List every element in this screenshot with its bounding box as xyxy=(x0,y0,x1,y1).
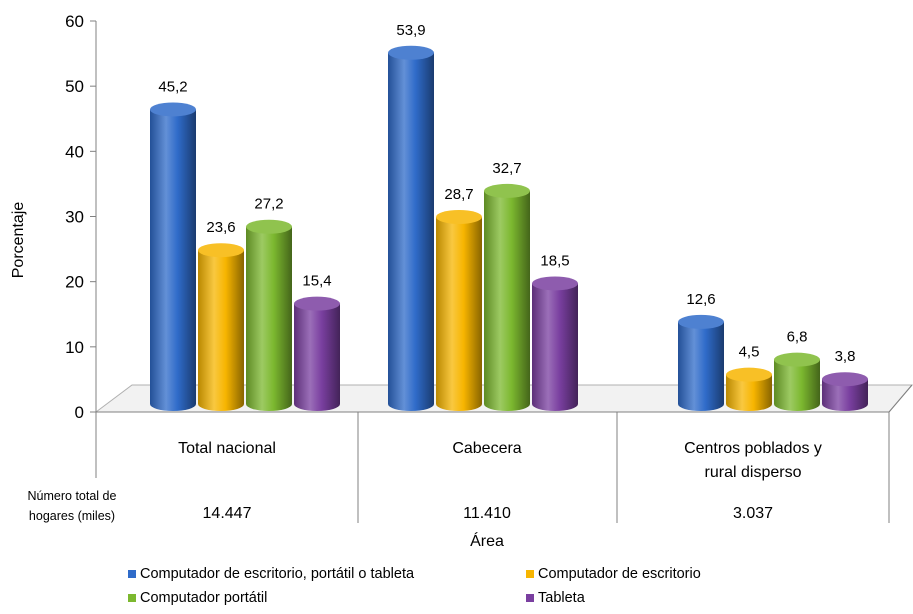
data-label: 12,6 xyxy=(686,291,715,308)
x-category-label: Total nacional xyxy=(178,440,276,457)
x-category-label: rural disperso xyxy=(705,464,802,481)
data-label: 18,5 xyxy=(540,252,569,269)
bar-body xyxy=(150,109,196,411)
legend-label: Computador de escritorio, portátil o tab… xyxy=(140,566,415,582)
legend-label: Computador portátil xyxy=(140,590,268,606)
legend-label: Computador de escritorio xyxy=(538,566,701,582)
data-label: 53,9 xyxy=(396,22,425,39)
bar-body xyxy=(774,359,820,411)
bar-top xyxy=(388,45,434,60)
data-label: 32,7 xyxy=(492,160,521,177)
x-category-label: Cabecera xyxy=(452,440,521,457)
y-axis-title: Porcentaje xyxy=(10,202,27,279)
bar xyxy=(532,276,578,411)
data-label: 27,2 xyxy=(254,196,283,213)
bar xyxy=(726,367,772,411)
bar-body xyxy=(678,321,724,411)
data-label: 45,2 xyxy=(158,78,187,95)
x-axis-title: Área xyxy=(470,531,504,550)
data-label: 3,8 xyxy=(835,348,856,365)
households-value: 3.037 xyxy=(733,505,773,522)
bar xyxy=(198,243,244,411)
legend-item-series-3: Computador portátil xyxy=(128,590,267,606)
bar xyxy=(774,352,820,411)
legend-item-series-2: Computador de escritorio xyxy=(526,566,701,582)
bar-top xyxy=(532,276,578,291)
bar-top xyxy=(484,183,530,198)
households-label: Número total de xyxy=(28,489,117,503)
households-label: hogares (miles) xyxy=(29,509,115,523)
bar-body xyxy=(198,250,244,411)
households-value: 14.447 xyxy=(203,505,252,522)
bar xyxy=(678,314,724,411)
y-tick-label: 20 xyxy=(65,273,84,292)
bar-body xyxy=(388,52,434,411)
bar-body xyxy=(246,226,292,411)
data-label: 6,8 xyxy=(787,329,808,346)
bar-top xyxy=(774,352,820,367)
bar xyxy=(822,372,868,411)
legend-swatch-icon xyxy=(128,570,136,578)
data-label: 23,6 xyxy=(206,219,235,236)
bar xyxy=(484,183,530,411)
y-tick-label: 0 xyxy=(75,403,84,422)
bar xyxy=(436,209,482,411)
data-label: 4,5 xyxy=(739,344,760,361)
floor-edge xyxy=(888,384,913,413)
bar-body xyxy=(726,374,772,411)
bar-top xyxy=(726,367,772,382)
data-label: 15,4 xyxy=(302,273,331,290)
legend-swatch-icon xyxy=(128,594,136,602)
bar-top xyxy=(294,296,340,311)
bar-top xyxy=(246,219,292,234)
households-value: 11.410 xyxy=(463,505,511,522)
bar-body xyxy=(484,190,530,411)
y-tick-label: 40 xyxy=(65,142,84,161)
bar-top xyxy=(822,372,868,387)
bar-top xyxy=(198,243,244,258)
y-tick-label: 50 xyxy=(65,77,84,96)
legend-item-series-1: Computador de escritorio, portátil o tab… xyxy=(128,566,414,582)
y-tick-label: 60 xyxy=(65,12,84,31)
bar xyxy=(388,45,434,411)
bar-top xyxy=(150,102,196,117)
bar-top xyxy=(678,314,724,329)
bar xyxy=(246,219,292,411)
bar-body xyxy=(294,303,340,411)
x-category-label: Centros poblados y xyxy=(684,440,822,457)
bar-body xyxy=(436,216,482,411)
bar xyxy=(294,296,340,411)
bar-top xyxy=(436,209,482,224)
data-label: 28,7 xyxy=(444,186,473,203)
y-tick-label: 10 xyxy=(65,338,84,357)
y-tick-label: 30 xyxy=(65,208,84,227)
legend-swatch-icon xyxy=(526,594,534,602)
legend-swatch-icon xyxy=(526,570,534,578)
bar-body xyxy=(822,379,868,411)
legend-item-series-4: Tableta xyxy=(526,590,585,606)
bar-body xyxy=(532,283,578,411)
bar xyxy=(150,102,196,411)
legend-label: Tableta xyxy=(538,590,585,606)
